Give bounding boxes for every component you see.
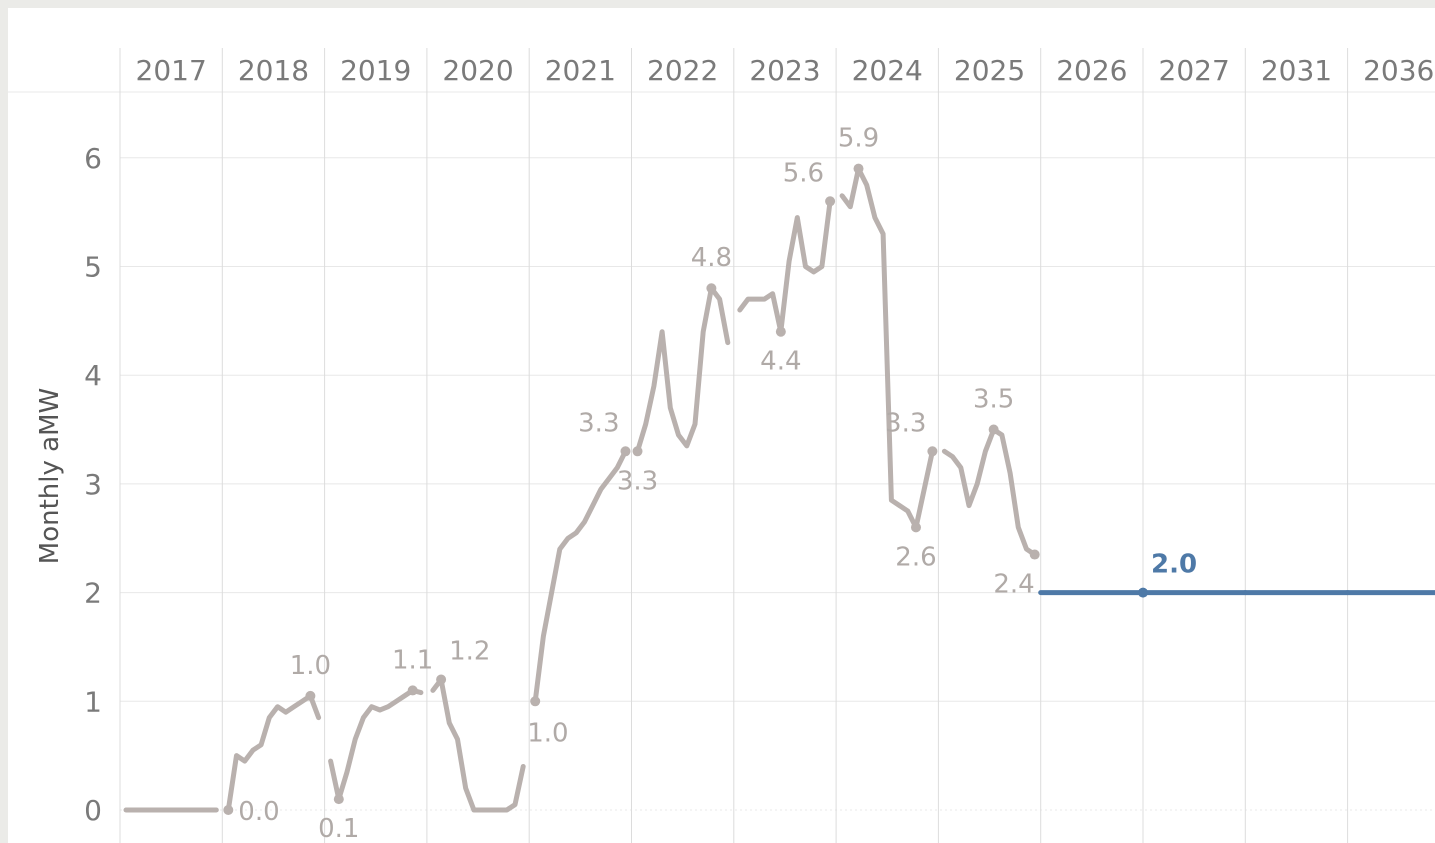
data-point-marker <box>853 163 864 174</box>
data-point-marker <box>530 696 541 707</box>
y-tick-label: 6 <box>84 142 102 175</box>
data-label: 3.5 <box>973 385 1014 415</box>
data-point-marker <box>927 446 938 457</box>
gridlines <box>8 48 1435 843</box>
chart-frame: 2017 2018 2019 2020 2021 2022 2023 2024 2025 2026… <box>8 8 1435 843</box>
data-label: 4.8 <box>691 243 732 273</box>
y-tick-label: 3 <box>84 468 102 501</box>
history-line-2020 <box>430 677 526 813</box>
y-axis-title: Monthly aMW <box>35 388 65 564</box>
history-line-2023 <box>737 198 833 335</box>
data-point-marker <box>775 326 786 337</box>
data-label: 1.1 <box>392 645 433 675</box>
column-header-2018: 2018 <box>238 54 309 87</box>
data-label: 4.4 <box>760 347 801 377</box>
data-point-marker <box>988 424 999 435</box>
data-point-marker <box>910 522 921 533</box>
data-point-marker <box>1029 549 1040 560</box>
data-point-marker <box>706 283 717 294</box>
y-axis: 0 1 2 3 4 5 6 <box>84 142 102 827</box>
data-label: 5.9 <box>838 124 879 154</box>
history-line-2018 <box>225 693 322 813</box>
history-line-2024 <box>839 166 935 530</box>
column-header-2025: 2025 <box>954 54 1025 87</box>
data-point-marker <box>825 196 836 207</box>
data-point-marker <box>223 805 234 815</box>
series-lines <box>123 166 1435 813</box>
y-tick-label: 2 <box>84 577 102 610</box>
data-label: 1.2 <box>449 637 490 667</box>
history-line-2019 <box>328 687 424 802</box>
history-line-2021 <box>532 448 628 704</box>
data-point-marker <box>620 446 631 457</box>
data-point-marker <box>333 794 344 805</box>
data-labels: 0.0 1.0 0.1 1.1 1.2 1.0 3.3 3.3 4.8 4.4 5.6 5.9 3.3 2… <box>223 124 1197 843</box>
column-header-2023: 2023 <box>749 54 820 87</box>
line-chart: 2017 2018 2019 2020 2021 2022 2023 2024 2025 2026… <box>8 48 1435 843</box>
data-label: 1.0 <box>527 718 568 748</box>
data-point-marker <box>407 685 418 696</box>
column-header-2019: 2019 <box>340 54 411 87</box>
y-tick-label: 4 <box>84 359 102 392</box>
data-label: 3.3 <box>617 466 658 496</box>
data-label: 3.3 <box>885 408 926 438</box>
y-tick-label: 0 <box>84 794 102 827</box>
data-label: 2.4 <box>993 570 1034 600</box>
data-label: 0.1 <box>318 814 359 843</box>
column-header-2026: 2026 <box>1056 54 1127 87</box>
column-header-2017: 2017 <box>136 54 207 87</box>
data-label: 3.3 <box>578 408 619 438</box>
column-header-2027: 2027 <box>1159 54 1230 87</box>
data-label: 0.0 <box>238 797 279 827</box>
data-label: 2.6 <box>895 542 936 572</box>
data-point-marker <box>305 690 316 701</box>
data-label: 5.6 <box>783 158 824 188</box>
data-point-marker <box>632 446 643 457</box>
data-point-marker <box>1138 587 1148 598</box>
y-tick-label: 1 <box>84 685 102 718</box>
data-label: 2.0 <box>1151 550 1197 580</box>
column-header-2031: 2031 <box>1261 54 1332 87</box>
data-point-marker <box>436 674 447 685</box>
history-line-2025 <box>941 427 1038 558</box>
column-header-row: 2017 2018 2019 2020 2021 2022 2023 2024 2025 2026… <box>136 54 1435 87</box>
column-header-2022: 2022 <box>647 54 718 87</box>
data-label: 1.0 <box>290 651 331 681</box>
column-header-2024: 2024 <box>852 54 923 87</box>
y-tick-label: 5 <box>84 251 102 284</box>
column-header-2021: 2021 <box>545 54 616 87</box>
column-header-2020: 2020 <box>442 54 513 87</box>
history-line-2022 <box>635 285 731 454</box>
column-header-2036: 2036 <box>1363 54 1434 87</box>
